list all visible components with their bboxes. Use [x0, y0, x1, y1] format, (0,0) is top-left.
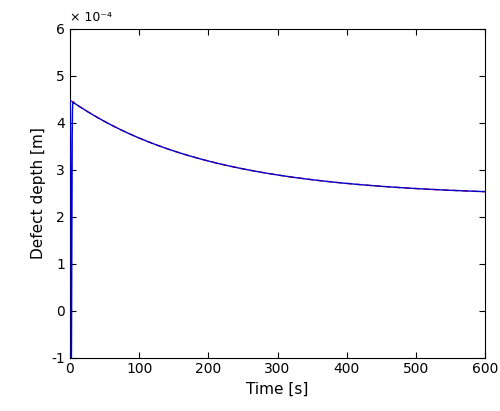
Y-axis label: Defect depth [m]: Defect depth [m]: [31, 127, 46, 259]
Text: × 10⁻⁴: × 10⁻⁴: [70, 11, 112, 24]
X-axis label: Time [s]: Time [s]: [246, 382, 308, 397]
